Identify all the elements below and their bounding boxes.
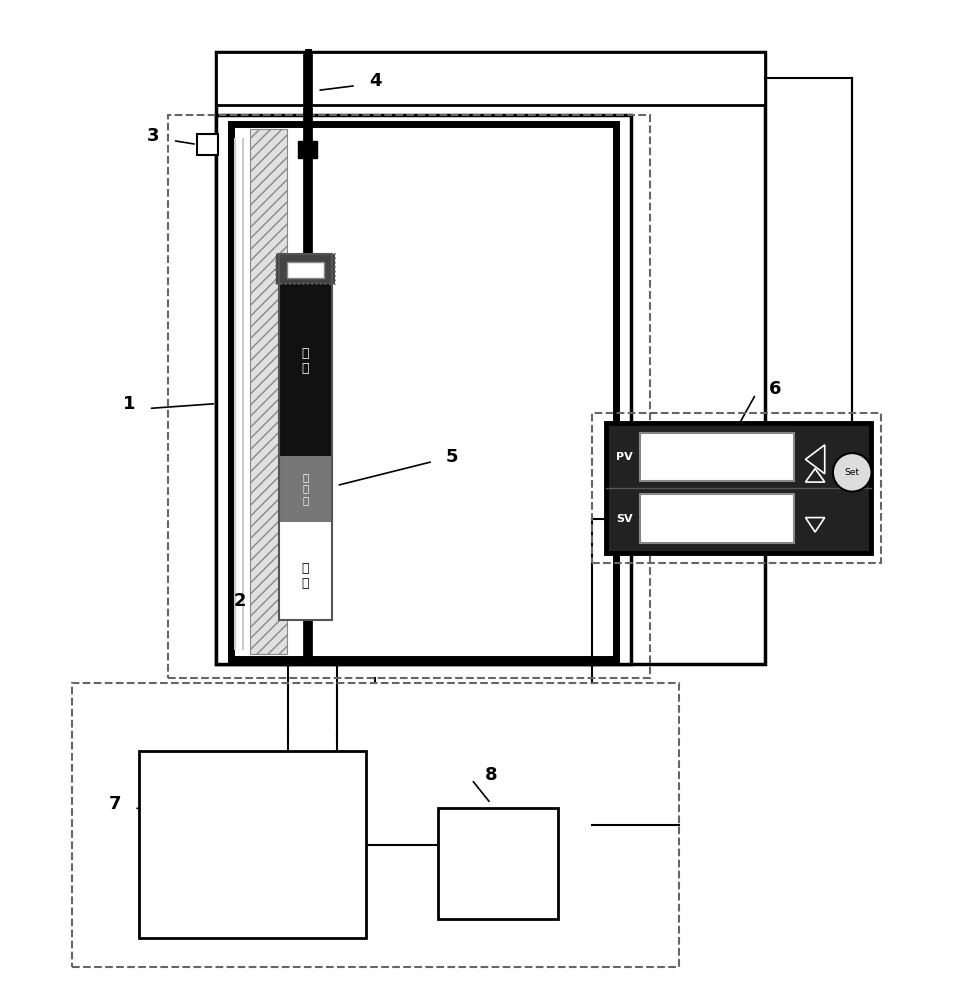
Text: 6: 6 xyxy=(769,380,781,398)
Text: 乳
化
带: 乳 化 带 xyxy=(302,472,308,505)
Text: SV: SV xyxy=(616,514,633,524)
Text: 水
相: 水 相 xyxy=(301,562,309,590)
Text: 2: 2 xyxy=(234,592,247,610)
Bar xyxy=(298,141,318,158)
Text: Set: Set xyxy=(845,468,859,477)
Bar xyxy=(216,52,766,664)
Text: 1: 1 xyxy=(123,395,136,413)
Bar xyxy=(279,522,331,620)
Text: 5: 5 xyxy=(446,448,459,466)
Bar xyxy=(72,683,678,967)
Text: 3: 3 xyxy=(148,127,159,145)
Text: 8: 8 xyxy=(484,766,497,784)
Bar xyxy=(592,413,881,563)
Bar xyxy=(641,494,794,543)
Circle shape xyxy=(833,453,872,492)
Bar xyxy=(276,254,334,284)
Bar xyxy=(607,423,872,553)
Bar xyxy=(437,808,558,919)
Text: 原
油: 原 油 xyxy=(301,347,309,375)
Bar xyxy=(279,284,331,456)
Text: 7: 7 xyxy=(109,795,122,813)
Bar xyxy=(216,115,631,664)
Text: PV: PV xyxy=(616,452,633,462)
Bar xyxy=(168,115,650,678)
Bar xyxy=(197,134,218,155)
Bar xyxy=(250,129,287,654)
Bar xyxy=(139,751,365,938)
Bar xyxy=(279,254,331,620)
Bar xyxy=(216,52,766,105)
Text: 4: 4 xyxy=(369,72,381,90)
Bar xyxy=(287,262,324,278)
Bar xyxy=(279,456,331,522)
Bar xyxy=(641,433,794,481)
Bar xyxy=(230,124,616,659)
